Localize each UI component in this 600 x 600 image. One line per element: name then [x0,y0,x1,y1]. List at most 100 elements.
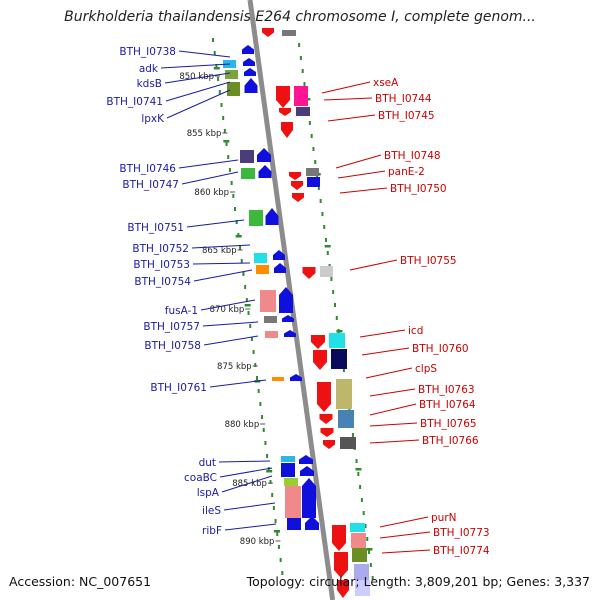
cog-category-box [241,168,255,179]
cog-category-box [287,518,301,530]
gene-label-left: BTH_I0738 [119,46,176,58]
reverse-gene-arrow [323,440,335,449]
dotted-guide-left [218,90,221,94]
cog-category-box [282,30,296,36]
dotted-guide-right [351,433,354,437]
reverse-gene-arrow [311,335,325,349]
reverse-gene-arrow [332,525,346,551]
gene-label-left: BTH_I0757 [143,321,200,333]
gene-label-right: BTH_I0766 [422,435,479,447]
leader-line-right [337,170,386,179]
dotted-guide-left [271,493,274,497]
guide-tick [336,330,343,333]
cog-category-box [265,331,278,338]
dotted-guide-left [245,298,248,302]
leader-line-right [359,329,406,338]
dotted-guide-left [222,116,225,120]
cog-category-box [340,437,356,449]
cog-category-box [281,463,295,477]
gene-label-right: BTH_I0750 [390,183,447,195]
dotted-guide-right [314,160,317,164]
reverse-gene-arrow [289,172,301,180]
leader-line-left [165,81,231,102]
reverse-gene-arrow [279,108,291,116]
leader-line-left [209,379,267,388]
forward-gene-arrow [265,208,279,225]
gene-label-left: ileS [202,505,221,517]
gene-label-right: panE-2 [388,166,425,178]
leader-line-left [178,159,239,169]
dotted-guide-left [279,558,282,562]
reverse-gene-arrow [334,552,348,578]
kbp-tick-label: 860 kbp [194,188,229,198]
dotted-guide-left [232,194,235,198]
dotted-guide-left [215,64,218,68]
gene-label-left: adk [139,63,159,75]
leader-line-left [224,523,277,531]
reverse-gene-arrow [291,181,303,190]
gene-label-right: BTH_I0773 [433,527,490,539]
forward-gene-arrow [302,478,316,518]
dotted-guide-left [235,220,238,224]
cog-category-box [281,456,295,462]
gene-label-right: BTH_I0764 [419,399,476,411]
dotted-guide-right [325,238,328,242]
reverse-gene-arrow [262,28,274,37]
topology-text: Topology: circular; Length: 3,809,201 bp… [246,574,590,589]
dotted-guide-left [272,506,275,510]
cog-category-box [256,265,269,274]
leader-line-right [361,347,410,356]
dotted-guide-left [277,545,280,549]
leader-line-left [192,262,251,265]
leader-line-left [193,269,253,282]
dotted-guide-right [310,134,313,138]
dotted-guide-right [359,485,362,489]
guide-tick [223,140,230,143]
dotted-guide-right [342,368,345,372]
gene-label-left: BTH_I0752 [132,243,189,255]
gene-label-right: BTH_I0760 [412,343,469,355]
dotted-guide-left [259,402,262,406]
dotted-guide-left [227,155,230,159]
leader-line-right [335,154,382,169]
guide-tick [235,235,242,238]
dotted-guide-left [239,246,242,250]
gene-label-left: BTH_I0761 [150,382,207,394]
cog-category-box [331,349,347,369]
cog-category-box [355,580,370,596]
reverse-gene-arrow [276,86,290,108]
dotted-guide-left [261,415,264,419]
dotted-guide-right [332,290,335,294]
cog-category-box [329,333,345,348]
dotted-guide-right [333,303,336,307]
dotted-guide-left [240,259,243,263]
forward-gene-arrow [305,516,319,530]
leader-line-left [164,72,231,84]
dotted-guide-left [269,480,272,484]
dotted-guide-right [323,225,326,229]
leader-line-right [323,97,373,101]
kbp-tick-label: 855 kbp [187,129,222,139]
cog-category-box [350,523,365,532]
kbp-tick-label: 880 kbp [225,420,260,430]
reverse-gene-arrow [281,122,293,138]
map-title: Burkholderia thailandensis E264 chromoso… [64,9,536,25]
kbp-tick-label: 865 kbp [202,246,237,256]
gene-label-right: BTH_I0745 [378,110,435,122]
leader-line-left [166,89,231,119]
leader-line-left [186,219,245,228]
cog-category-box [352,548,367,562]
dotted-guide-right [330,277,333,281]
dotted-guide-right [369,563,372,567]
dotted-guide-right [303,82,306,86]
dotted-guide-right [321,212,324,216]
dotted-guide-right [312,147,315,151]
forward-gene-arrow [258,165,272,178]
leader-line-right [379,531,431,539]
cog-category-box [249,210,263,226]
dotted-guide-right [319,199,322,203]
leader-line-left [178,50,231,58]
leader-line-right [369,403,417,416]
cog-category-box [240,150,254,163]
